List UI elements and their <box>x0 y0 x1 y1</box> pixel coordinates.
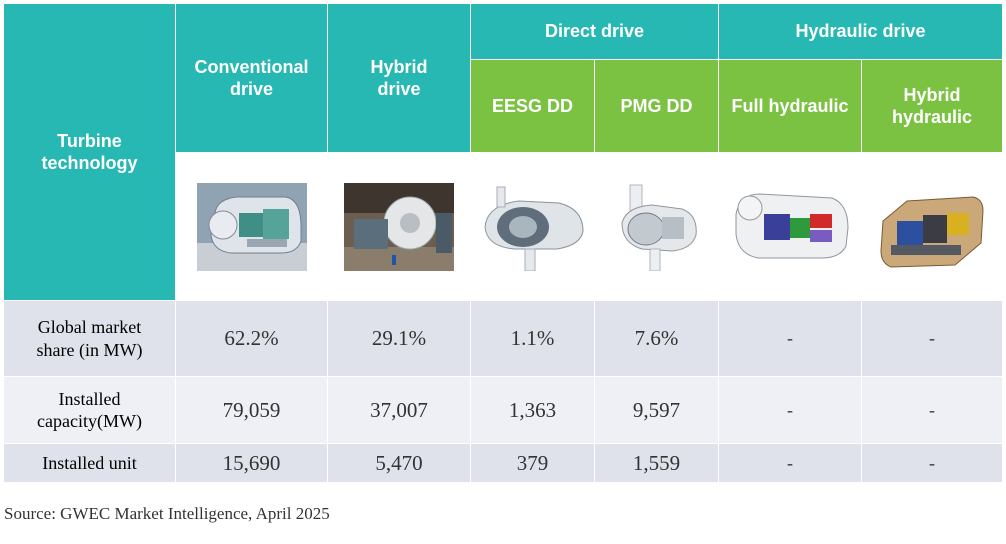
cell-capacity-conventional: 79,059 <box>176 377 327 443</box>
full-hydraulic-label: Full hydraulic <box>731 95 849 116</box>
units-label: Installed unit <box>42 452 137 473</box>
hybrid-nacelle-image <box>344 182 454 271</box>
header-eesg-dd: EESG DD <box>471 60 594 152</box>
cell-units-pmg: 1,559 <box>595 444 718 482</box>
cell-capacity-hybrid-hydraulic: - <box>862 377 1002 443</box>
image-cell-hybrid <box>328 153 470 300</box>
cell-market-share-pmg: 7.6% <box>595 301 718 376</box>
eesg-nacelle-image <box>478 182 587 271</box>
row-label-units: Installed unit <box>4 444 175 482</box>
cell-capacity-hybrid: 37,007 <box>328 377 470 443</box>
cell-market-share-eesg: 1.1% <box>471 301 594 376</box>
capacity-label: Installed capacity(MW) <box>37 388 142 432</box>
cell-units-conventional: 15,690 <box>176 444 327 482</box>
header-hydraulic-drive: Hydraulic drive <box>719 4 1002 59</box>
cell-units-eesg: 379 <box>471 444 594 482</box>
image-cell-full-hydraulic <box>719 153 861 300</box>
header-direct-drive: Direct drive <box>471 4 718 59</box>
cell-capacity-eesg: 1,363 <box>471 377 594 443</box>
hybrid-hydraulic-nacelle-image <box>877 180 987 273</box>
turbine-technology-label: Turbine technology <box>41 130 138 174</box>
image-cell-hybrid-hydraulic <box>862 153 1002 300</box>
cell-units-hybrid: 5,470 <box>328 444 470 482</box>
image-cell-pmg <box>595 153 718 300</box>
header-full-hydraulic: Full hydraulic <box>719 60 861 152</box>
pmg-nacelle-image <box>611 182 702 271</box>
image-cell-conventional <box>176 153 327 300</box>
cell-capacity-pmg: 9,597 <box>595 377 718 443</box>
header-conventional-drive: Conventional drive <box>176 4 327 152</box>
cell-market-share-full-hydraulic: - <box>719 301 861 376</box>
cell-units-hybrid-hydraulic: - <box>862 444 1002 482</box>
market-share-label: Global market share (in MW) <box>36 317 143 360</box>
header-pmg-dd: PMG DD <box>595 60 718 152</box>
cell-market-share-hybrid-hydraulic: - <box>862 301 1002 376</box>
hybrid-drive-label: Hybrid drive <box>370 56 428 100</box>
cell-market-share-hybrid: 29.1% <box>328 301 470 376</box>
header-hybrid-drive: Hybrid drive <box>328 4 470 152</box>
cell-units-full-hydraulic: - <box>719 444 861 482</box>
conventional-drive-label: Conventional drive <box>194 56 309 100</box>
image-cell-eesg <box>471 153 594 300</box>
header-hybrid-hydraulic: Hybrid hydraulic <box>862 60 1002 152</box>
full-hydraulic-nacelle-image <box>728 183 852 270</box>
source-note: Source: GWEC Market Intelligence, April … <box>4 504 330 523</box>
header-turbine-technology: Turbine technology <box>4 4 175 300</box>
direct-drive-label: Direct drive <box>544 21 645 42</box>
eesg-dd-label: EESG DD <box>491 95 574 116</box>
pmg-dd-label: PMG DD <box>620 95 693 116</box>
conventional-nacelle-image <box>196 182 307 271</box>
cell-capacity-full-hydraulic: - <box>719 377 861 443</box>
hydraulic-drive-label: Hydraulic drive <box>795 21 926 42</box>
row-label-market-share: Global market share (in MW) <box>4 301 175 376</box>
cell-market-share-conventional: 62.2% <box>176 301 327 376</box>
hybrid-hydraulic-label: Hybrid hydraulic <box>891 84 973 128</box>
row-label-capacity: Installed capacity(MW) <box>4 377 175 443</box>
